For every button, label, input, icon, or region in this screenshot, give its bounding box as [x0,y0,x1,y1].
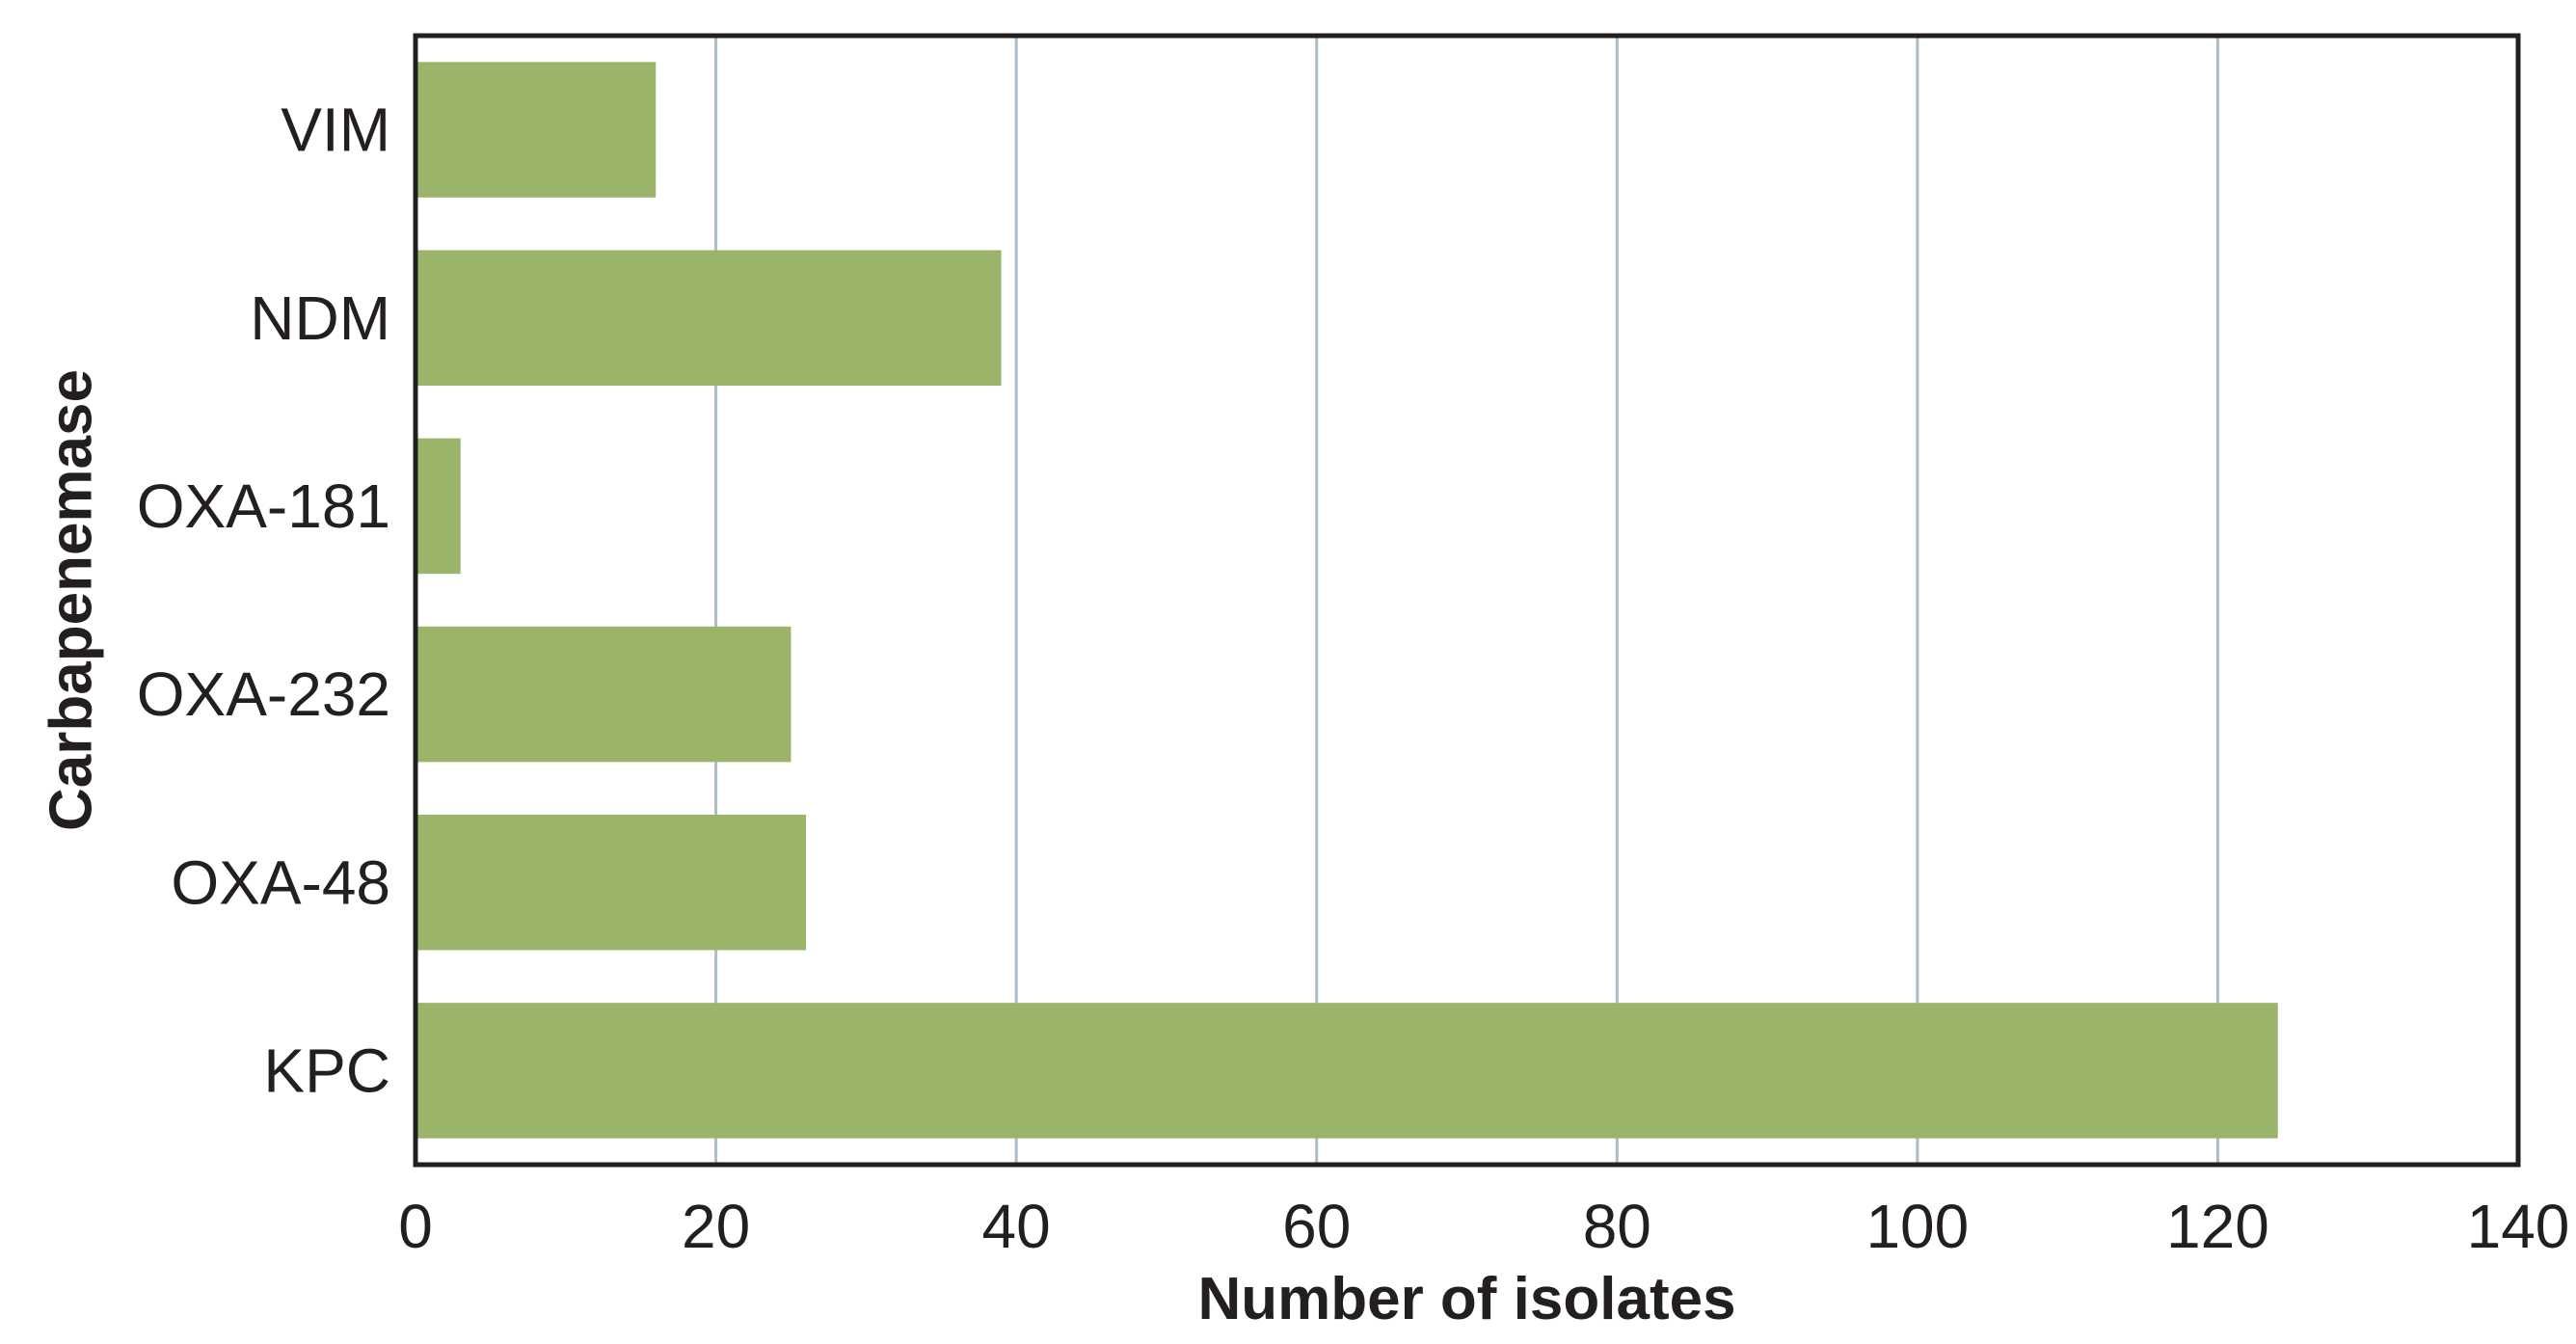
y-tick-label: OXA-48 [171,847,390,917]
x-tick-label: 100 [1865,1192,1969,1261]
bar-oxa-232 [417,626,792,763]
bar-kpc [417,1003,2278,1139]
bar-oxa-181 [417,438,461,575]
y-tick-labels: VIM NDM OXA-181 OXA-232 OXA-48 KPC [137,95,390,1106]
x-tick-label: 0 [398,1192,433,1261]
bar-vim [417,62,657,198]
x-tick-label: 80 [1583,1192,1651,1261]
y-tick-label: OXA-232 [137,659,390,729]
y-tick-label: VIM [281,95,390,165]
x-tick-label: 20 [682,1192,750,1261]
x-tick-label: 140 [2467,1192,2570,1261]
bars [417,62,2278,1139]
bar-ndm [417,250,1002,387]
y-tick-label: OXA-181 [137,471,390,541]
y-tick-label: KPC [263,1035,390,1105]
y-tick-label: NDM [250,283,390,353]
x-axis-title: Number of isolates [1197,1266,1735,1332]
x-tick-label: 60 [1282,1192,1351,1261]
y-axis-title: Carbapenemase [39,369,105,831]
x-tick-label: 40 [982,1192,1051,1261]
plot-frame [413,33,2521,1168]
x-tick-label: 120 [2166,1192,2269,1261]
x-tick-labels: 0 20 40 60 80 100 120 140 [398,1192,2569,1261]
gridlines [714,36,2219,1165]
bar-oxa-48 [417,814,807,951]
